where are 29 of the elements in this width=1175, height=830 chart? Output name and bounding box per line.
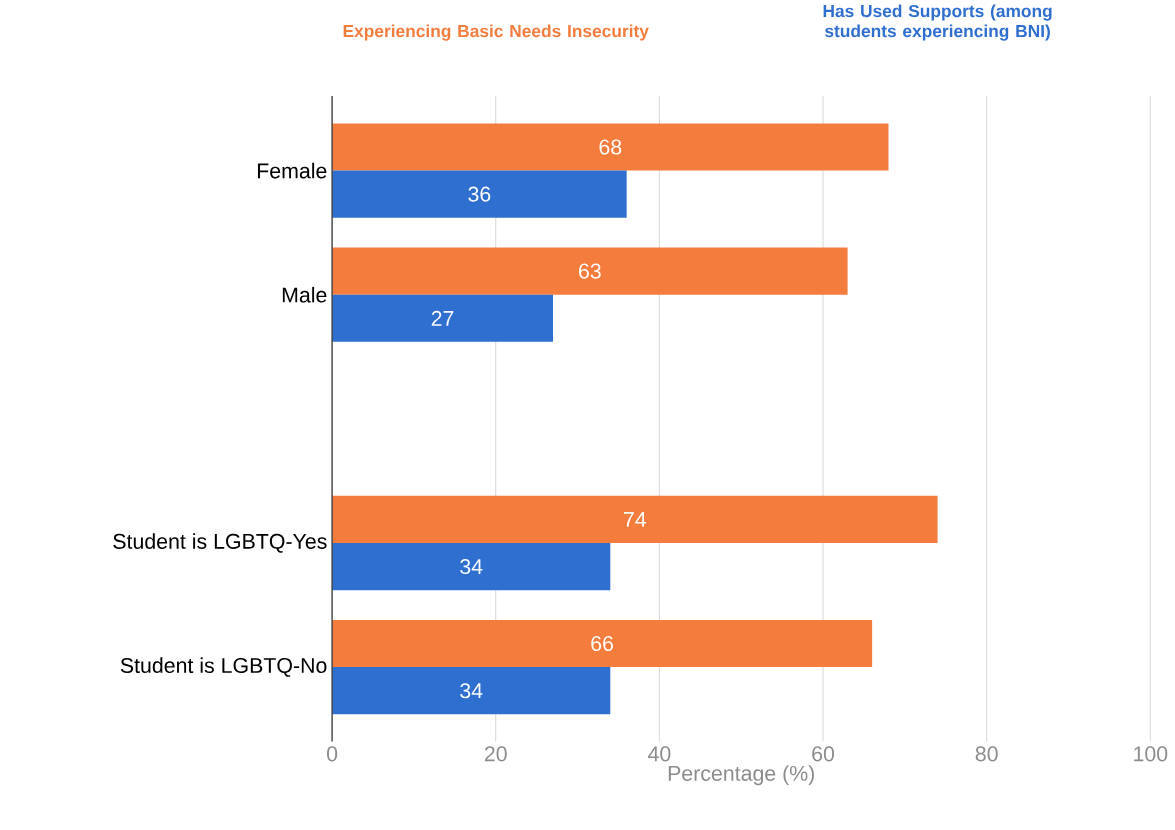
bar bbox=[332, 667, 611, 715]
data-label: 63 bbox=[579, 263, 601, 279]
data-label: 68 bbox=[599, 139, 622, 155]
bar bbox=[332, 620, 873, 668]
data-label: 27 bbox=[431, 311, 454, 326]
y-tick-label: Student is LGBTQ-No bbox=[120, 657, 327, 678]
x-tick-label: 60 bbox=[812, 746, 835, 762]
x-tick-label: 40 bbox=[648, 746, 671, 762]
bar bbox=[332, 170, 627, 218]
y-tick-label: Male bbox=[282, 287, 327, 303]
data-label: 34 bbox=[460, 683, 483, 699]
bar bbox=[332, 123, 889, 171]
bar bbox=[332, 543, 611, 591]
data-label: 36 bbox=[468, 186, 491, 202]
x-tick-label: 100 bbox=[1134, 746, 1168, 762]
y-tick-label: Female bbox=[257, 162, 327, 179]
x-axis-title: Percentage (%) bbox=[668, 765, 814, 786]
bar bbox=[332, 294, 554, 343]
x-tick-label: 20 bbox=[484, 746, 507, 762]
x-tick-label: 0 bbox=[327, 746, 338, 762]
bar bbox=[332, 495, 938, 544]
text: Has Used Supports (among students experiencing BNI) bbox=[823, 4, 1052, 41]
text: Experiencing Basic Needs Insecurity bbox=[343, 24, 649, 41]
bar bbox=[332, 247, 848, 295]
x-tick-label: 80 bbox=[975, 746, 998, 762]
data-label: 34 bbox=[460, 559, 483, 575]
data-label: 66 bbox=[591, 636, 614, 652]
data-label: 74 bbox=[624, 512, 647, 527]
y-tick-label: Student is LGBTQ-Yes bbox=[113, 533, 327, 553]
